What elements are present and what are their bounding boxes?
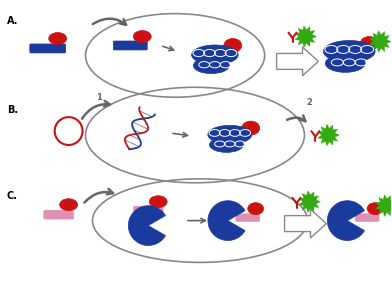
Polygon shape <box>299 191 320 213</box>
FancyBboxPatch shape <box>30 44 65 53</box>
Text: A.: A. <box>7 16 18 26</box>
Ellipse shape <box>193 57 229 74</box>
Ellipse shape <box>60 199 78 211</box>
Ellipse shape <box>325 54 365 72</box>
FancyBboxPatch shape <box>44 210 74 219</box>
Polygon shape <box>277 47 318 76</box>
Ellipse shape <box>248 203 264 215</box>
Polygon shape <box>370 31 391 52</box>
Ellipse shape <box>149 196 167 208</box>
Ellipse shape <box>323 40 375 62</box>
Ellipse shape <box>367 203 383 215</box>
Ellipse shape <box>242 121 260 135</box>
Wedge shape <box>208 201 245 241</box>
Ellipse shape <box>133 31 151 42</box>
Polygon shape <box>285 209 327 238</box>
FancyBboxPatch shape <box>113 41 147 50</box>
FancyBboxPatch shape <box>133 206 163 215</box>
Wedge shape <box>327 201 365 241</box>
FancyBboxPatch shape <box>355 214 379 222</box>
Text: B.: B. <box>7 105 18 115</box>
Text: C.: C. <box>7 191 18 201</box>
Text: 1: 1 <box>96 93 102 102</box>
Text: 2: 2 <box>307 98 312 107</box>
Ellipse shape <box>224 38 242 52</box>
Ellipse shape <box>208 125 252 144</box>
Ellipse shape <box>210 137 243 153</box>
Ellipse shape <box>49 33 67 44</box>
Ellipse shape <box>192 45 238 65</box>
Polygon shape <box>295 26 316 47</box>
Polygon shape <box>318 124 339 146</box>
Wedge shape <box>128 206 165 245</box>
Ellipse shape <box>360 37 378 50</box>
FancyBboxPatch shape <box>236 214 260 222</box>
Polygon shape <box>376 195 392 216</box>
